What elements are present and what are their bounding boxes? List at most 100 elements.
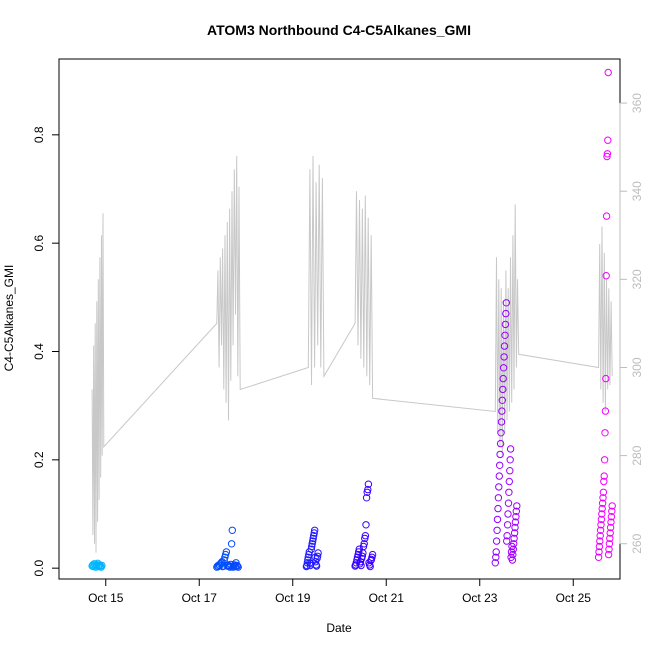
data-point (597, 515, 606, 524)
y-axis: 0.0 0.2 0.4 0.6 0.8 (32, 126, 60, 577)
data-point (491, 559, 499, 567)
data-point (313, 552, 322, 560)
data-point (492, 537, 501, 545)
data-point (511, 523, 519, 532)
data-point (598, 510, 606, 518)
data-point (506, 467, 514, 475)
data-point (493, 526, 501, 534)
data-point (505, 477, 513, 486)
data-point (604, 550, 613, 559)
data-point (506, 456, 514, 464)
data-point (599, 494, 607, 502)
data-point (600, 477, 608, 486)
data-point (355, 548, 363, 556)
line-layer (91, 155, 613, 553)
data-point (601, 429, 609, 437)
data-point (606, 534, 614, 543)
data-point (604, 68, 612, 77)
data-point (599, 488, 608, 496)
y2-tick-label: 300 (630, 357, 644, 377)
data-point (498, 396, 506, 404)
data-point (499, 364, 508, 372)
data-point (500, 353, 508, 361)
data-point (498, 407, 506, 415)
data-point (308, 540, 316, 548)
data-point (234, 563, 242, 571)
data-point (501, 320, 510, 329)
data-point (233, 562, 242, 570)
data-point (362, 521, 370, 529)
y2-tick-label: 360 (630, 93, 644, 113)
data-point (597, 521, 605, 529)
y2-tick-label: 260 (630, 533, 644, 553)
data-point (598, 499, 607, 507)
data-point (222, 548, 231, 556)
data-point (363, 488, 371, 496)
x-tick-label: Oct 19 (275, 591, 311, 605)
data-point (499, 374, 507, 383)
plot-frame (58, 58, 621, 580)
data-point (596, 537, 604, 545)
data-point (356, 558, 365, 566)
y-tick-label: 0.4 (32, 343, 46, 360)
data-point (513, 502, 521, 510)
data-point (312, 562, 321, 570)
data-point (595, 542, 604, 551)
data-point (508, 556, 517, 564)
data-point (358, 552, 366, 560)
data-point (227, 540, 236, 548)
data-point (308, 542, 316, 551)
y2-tick-label: 320 (630, 269, 644, 289)
data-point (504, 510, 512, 518)
data-point (503, 521, 512, 529)
data-point (309, 534, 317, 543)
x-axis: Oct 15 Oct 17 Oct 19 Oct 21 Oct 23 Oct 25 (88, 578, 591, 605)
y2-tick-label: 280 (630, 445, 644, 465)
data-point (364, 485, 372, 494)
data-point (603, 150, 612, 158)
x-tick-label: Oct 17 (182, 591, 218, 605)
data-point (98, 561, 106, 570)
x-axis-title: Date (326, 621, 352, 635)
data-point (502, 299, 510, 307)
data-point (497, 429, 505, 437)
data-point (602, 272, 610, 280)
data-point (492, 553, 500, 561)
x-tick-label: Oct 23 (462, 591, 498, 605)
data-point (494, 504, 502, 513)
data-point (499, 385, 507, 394)
data-point (501, 331, 509, 339)
data-point (502, 309, 510, 318)
data-point (607, 518, 615, 526)
data-point (505, 488, 513, 496)
data-point (503, 532, 511, 540)
data-point (494, 494, 503, 502)
data-point (510, 540, 518, 548)
data-point (495, 483, 503, 491)
data-point (307, 545, 315, 553)
data-point (602, 374, 610, 383)
data-point (309, 537, 317, 545)
data-point (368, 550, 377, 559)
data-point (228, 526, 237, 534)
data-point (496, 439, 505, 448)
data-point (510, 529, 519, 537)
data-point (314, 549, 322, 557)
y2-tick-label: 340 (630, 181, 644, 201)
data-point (604, 136, 612, 144)
y-tick-label: 0.0 (32, 560, 46, 577)
data-point (512, 507, 520, 515)
chart-title: ATOM3 Northbound C4-C5Alkanes_GMI (207, 22, 471, 38)
data-point (608, 502, 616, 510)
data-point (310, 532, 318, 540)
data-point (595, 548, 603, 556)
data-point (357, 561, 365, 570)
data-point (605, 545, 613, 553)
data-point (600, 456, 609, 464)
data-point (601, 407, 610, 415)
y-tick-label: 0.2 (32, 451, 46, 468)
data-point (492, 548, 500, 556)
data-point (594, 553, 603, 561)
data-point (495, 472, 503, 480)
